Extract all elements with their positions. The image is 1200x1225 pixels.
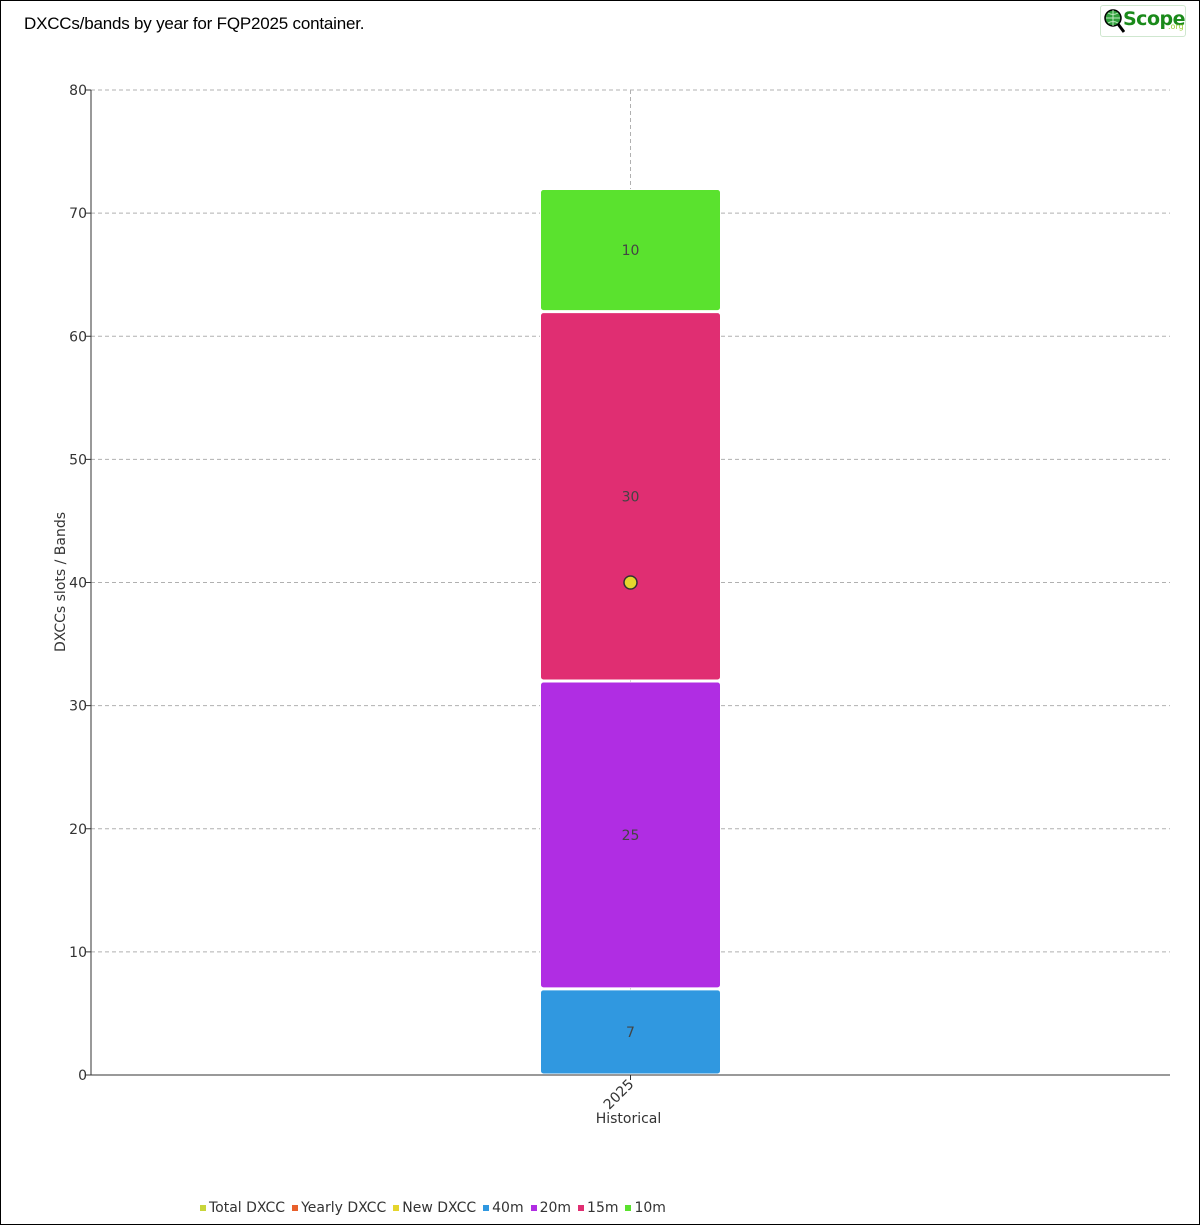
qscope-logo[interactable]: Scope .org xyxy=(1100,5,1186,37)
legend-item-20m[interactable]: 20m xyxy=(530,1200,572,1216)
legend-item-15m[interactable]: 15m xyxy=(578,1200,618,1216)
x-tick-label-2025: 2025 xyxy=(601,1077,638,1114)
y-tick-label-0: 0 xyxy=(78,1068,87,1084)
y-tick-label-30: 30 xyxy=(69,699,87,715)
x-axis-ticks: 2025 xyxy=(601,1075,638,1114)
y-tick-label-10: 10 xyxy=(69,945,87,961)
y-axis-title: DXCCs slots / Bands xyxy=(53,512,69,652)
y-tick-label-20: 20 xyxy=(69,822,87,838)
y-axis-ticks: 0 10 20 30 40 50 60 70 80 xyxy=(69,83,91,1084)
y-tick-label-70: 70 xyxy=(69,206,87,222)
legend-label-Total DXCC: Total DXCC xyxy=(209,1200,286,1216)
legend-item-New DXCC[interactable]: New DXCC xyxy=(393,1200,476,1216)
y-tick-label-50: 50 xyxy=(69,452,87,468)
bar-segment-10m[interactable] xyxy=(540,189,721,312)
legend-swatch-20m xyxy=(530,1205,537,1211)
legend-label-10m: 10m xyxy=(634,1200,666,1216)
bar-segment-20m[interactable] xyxy=(540,681,721,989)
legend-swatch-New DXCC xyxy=(393,1205,400,1211)
legend-item-10m[interactable]: 10m xyxy=(625,1200,666,1216)
y-tick-label-40: 40 xyxy=(69,576,87,592)
y-tick-label-60: 60 xyxy=(69,329,87,345)
point-New DXCC[interactable] xyxy=(623,575,638,590)
point-markers xyxy=(623,575,638,590)
chart-title: DXCCs/bands by year for FQP2025 containe… xyxy=(24,14,365,33)
logo-word: Scope xyxy=(1123,8,1186,30)
bar-label-10m: 10 xyxy=(622,243,640,259)
legend-swatch-10m xyxy=(625,1205,632,1211)
x-axis-title: Historical xyxy=(596,1111,662,1127)
bar-label-15m: 30 xyxy=(622,489,640,505)
bar-segments: 7 25 30 10 xyxy=(540,189,721,1075)
bar-label-40m: 7 xyxy=(626,1025,635,1041)
y-tick-label-80: 80 xyxy=(69,83,87,99)
legend-item-Total DXCC[interactable]: Total DXCC xyxy=(200,1200,285,1216)
legend-swatch-Yearly DXCC xyxy=(292,1205,299,1211)
legend-swatch-15m xyxy=(578,1205,585,1211)
legend-swatch-Total DXCC xyxy=(200,1205,206,1211)
legend-label-Yearly DXCC: Yearly DXCC xyxy=(301,1200,387,1216)
legend-label-15m: 15m xyxy=(587,1200,619,1216)
bar-segment-40m[interactable] xyxy=(540,989,721,1075)
bar-label-20m: 25 xyxy=(622,828,640,844)
legend-swatch-40m xyxy=(483,1205,490,1211)
legend-item-40m[interactable]: 40m xyxy=(483,1200,524,1216)
legend-label-40m: 40m xyxy=(492,1200,524,1216)
magnifier-globe-icon xyxy=(1104,9,1125,33)
legend-label-New DXCC: New DXCC xyxy=(402,1200,477,1216)
bar-segment-15m[interactable] xyxy=(540,312,721,681)
legend: Total DXCC Yearly DXCC New DXCC 40m 20m 15m 10… xyxy=(200,1200,673,1216)
legend-item-Yearly DXCC[interactable]: Yearly DXCC xyxy=(292,1200,386,1216)
legend-label-20m: 20m xyxy=(539,1200,572,1216)
logo-suffix: .org xyxy=(1168,22,1184,31)
